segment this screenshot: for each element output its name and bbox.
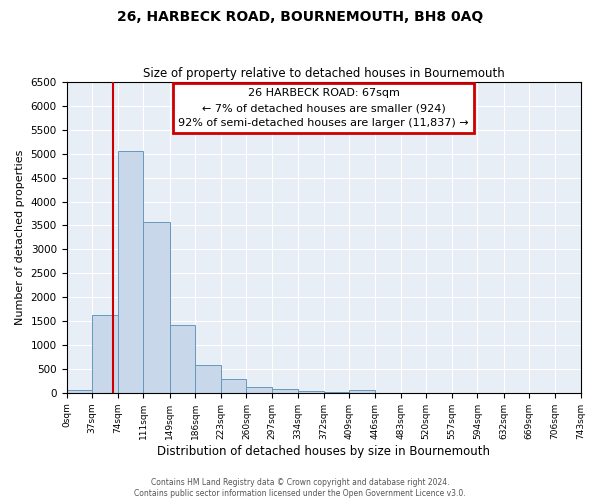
Bar — [221, 378, 247, 393]
Bar — [170, 325, 195, 393]
Text: Contains HM Land Registry data © Crown copyright and database right 2024.
Contai: Contains HM Land Registry data © Crown c… — [134, 478, 466, 498]
Bar — [195, 364, 221, 393]
X-axis label: Distribution of detached houses by size in Bournemouth: Distribution of detached houses by size … — [157, 444, 490, 458]
Bar — [67, 390, 92, 393]
Y-axis label: Number of detached properties: Number of detached properties — [15, 150, 25, 325]
Bar — [349, 390, 375, 393]
Bar — [272, 390, 298, 393]
Text: 26 HARBECK ROAD: 67sqm
← 7% of detached houses are smaller (924)
92% of semi-det: 26 HARBECK ROAD: 67sqm ← 7% of detached … — [178, 88, 469, 128]
Text: 26, HARBECK ROAD, BOURNEMOUTH, BH8 0AQ: 26, HARBECK ROAD, BOURNEMOUTH, BH8 0AQ — [117, 10, 483, 24]
Bar — [143, 222, 170, 393]
Title: Size of property relative to detached houses in Bournemouth: Size of property relative to detached ho… — [143, 66, 505, 80]
Bar — [92, 316, 118, 393]
Bar — [298, 392, 324, 393]
Bar — [247, 386, 272, 393]
Bar — [118, 152, 143, 393]
